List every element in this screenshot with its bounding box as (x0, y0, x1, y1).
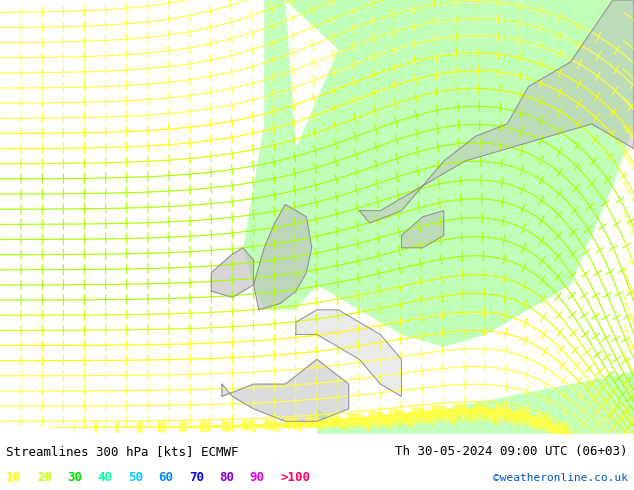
Polygon shape (222, 359, 349, 421)
Polygon shape (317, 372, 634, 434)
Text: 20: 20 (37, 471, 52, 484)
Text: 10: 10 (6, 471, 22, 484)
Text: Streamlines 300 hPa [kts] ECMWF: Streamlines 300 hPa [kts] ECMWF (6, 445, 239, 458)
Polygon shape (243, 0, 317, 310)
Text: 80: 80 (219, 471, 235, 484)
Text: 30: 30 (67, 471, 82, 484)
Text: >100: >100 (280, 471, 310, 484)
Text: ©weatheronline.co.uk: ©weatheronline.co.uk (493, 472, 628, 483)
Polygon shape (359, 0, 634, 223)
Text: 70: 70 (189, 471, 204, 484)
Polygon shape (401, 211, 444, 248)
Text: 40: 40 (98, 471, 113, 484)
Polygon shape (285, 0, 634, 347)
Polygon shape (254, 204, 312, 310)
Text: 50: 50 (128, 471, 143, 484)
Polygon shape (296, 310, 401, 396)
Text: Th 30-05-2024 09:00 UTC (06+03): Th 30-05-2024 09:00 UTC (06+03) (395, 445, 628, 458)
Polygon shape (211, 248, 254, 297)
Text: 60: 60 (158, 471, 174, 484)
Text: 90: 90 (250, 471, 265, 484)
